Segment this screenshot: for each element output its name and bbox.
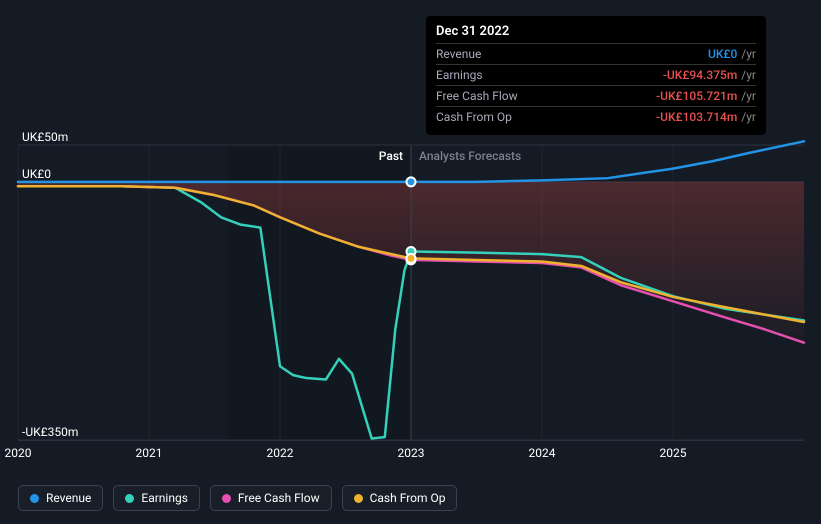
tooltip-date: Dec 31 2022 [436,24,756,39]
tooltip-row-free_cash_flow: Free Cash Flow -UK£105.721m/yr [436,85,756,106]
tooltip-value: -UK£103.714m/yr [656,110,756,124]
cursor-marker-revenue [407,177,416,186]
legend-item-earnings[interactable]: Earnings [113,485,200,511]
tooltip-label: Earnings [436,68,556,82]
zone-label-forecast: Analysts Forecasts [419,149,521,163]
tooltip-label: Cash From Op [436,110,556,124]
legend-label: Earnings [141,491,188,505]
tooltip-value: -UK£94.375m/yr [663,68,756,82]
legend-label: Revenue [46,491,91,505]
chart-legend: Revenue Earnings Free Cash Flow Cash From O… [18,485,457,511]
y-axis-label: -UK£350m [22,425,78,439]
legend-dot-icon [125,494,134,503]
cursor-marker-cash_from_op [407,254,416,263]
tooltip-label: Revenue [436,47,556,61]
x-axis-label: 2021 [136,446,163,460]
legend-item-free_cash_flow[interactable]: Free Cash Flow [210,485,332,511]
tooltip-row-cash_from_op: Cash From Op -UK£103.714m/yr [436,106,756,127]
tooltip-value: UK£0/yr [708,47,756,61]
legend-dot-icon [222,494,231,503]
zone-label-past: Past [379,149,403,163]
legend-dot-icon [30,494,39,503]
legend-item-revenue[interactable]: Revenue [18,485,103,511]
tooltip-label: Free Cash Flow [436,89,556,103]
y-axis-label: UK£50m [22,130,68,144]
x-axis-label: 2020 [5,446,32,460]
tooltip-value: -UK£105.721m/yr [656,89,756,103]
y-axis-label: UK£0 [22,167,51,181]
legend-label: Cash From Op [370,491,446,505]
legend-label: Free Cash Flow [238,491,320,505]
tooltip-row-earnings: Earnings -UK£94.375m/yr [436,64,756,85]
legend-item-cash_from_op[interactable]: Cash From Op [342,485,458,511]
x-axis-label: 2023 [398,446,425,460]
chart-tooltip: Dec 31 2022 Revenue UK£0/yr Earnings -UK£94… [426,16,766,135]
x-axis-label: 2024 [529,446,556,460]
tooltip-row-revenue: Revenue UK£0/yr [436,43,756,64]
x-axis-label: 2025 [660,446,687,460]
legend-dot-icon [354,494,363,503]
x-axis-label: 2022 [267,446,294,460]
